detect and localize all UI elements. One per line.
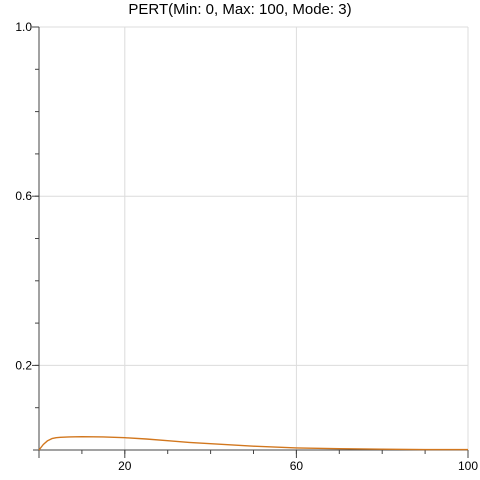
y-tick-label: 0.6	[15, 189, 32, 203]
y-tick-label: 0.2	[15, 358, 32, 372]
chart-title: PERT(Min: 0, Max: 100, Mode: 3)	[128, 1, 352, 18]
x-tick-label: 60	[290, 459, 304, 473]
y-tick-label: 1.0	[15, 20, 32, 34]
x-tick-label: 20	[118, 459, 132, 473]
series-line	[38, 436, 468, 451]
x-tick-label: 100	[458, 459, 478, 473]
